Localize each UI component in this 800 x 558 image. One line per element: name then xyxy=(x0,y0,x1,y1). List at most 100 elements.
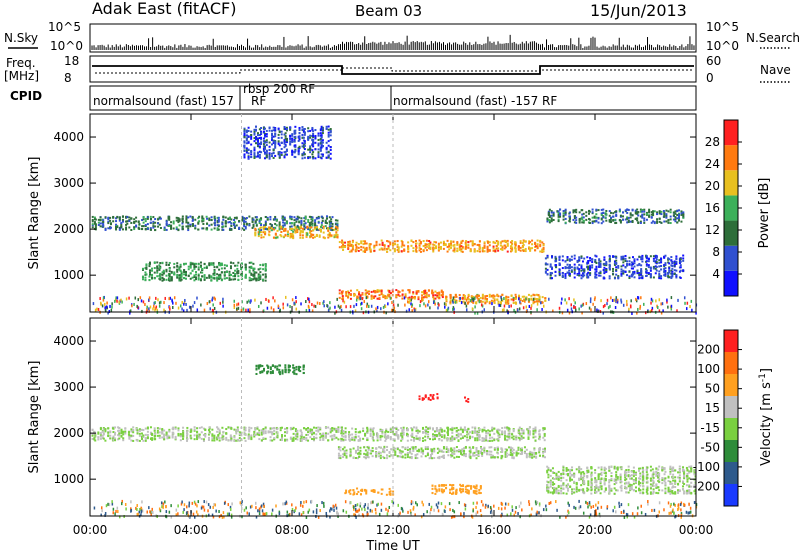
heatmap-cell xyxy=(159,279,161,281)
heatmap-cell xyxy=(680,221,682,223)
heatmap-cell xyxy=(168,297,170,300)
heatmap-cell xyxy=(360,240,362,242)
heatmap-cell xyxy=(109,430,111,432)
heatmap-cell xyxy=(531,240,533,242)
heatmap-cell xyxy=(292,298,294,301)
heatmap-cell xyxy=(180,266,182,268)
heatmap-cell xyxy=(145,437,147,439)
heatmap-cell xyxy=(277,436,279,438)
heatmap-cell xyxy=(243,437,245,439)
heatmap-cell xyxy=(201,268,203,270)
heatmap-cell xyxy=(633,271,635,273)
heatmap-cell xyxy=(680,261,682,263)
heatmap-cell xyxy=(291,218,293,220)
heatmap-cell xyxy=(595,277,597,279)
heatmap-cell xyxy=(126,220,128,222)
heatmap-cell xyxy=(182,228,184,230)
heatmap-cell xyxy=(632,220,634,222)
heatmap-cell xyxy=(312,142,314,144)
heatmap-cell xyxy=(234,273,236,275)
heatmap-cell xyxy=(668,271,670,273)
heatmap-cell xyxy=(274,135,276,137)
heatmap-cell xyxy=(680,277,682,279)
heatmap-cell xyxy=(304,153,306,155)
heatmap-cell xyxy=(342,249,344,251)
heatmap-cell xyxy=(603,277,605,279)
heatmap-cell xyxy=(224,278,226,280)
heatmap-cell xyxy=(342,244,344,246)
heatmap-cell xyxy=(356,296,358,298)
heatmap-cell xyxy=(118,433,120,435)
heatmap-cell xyxy=(684,296,686,299)
heatmap-cell xyxy=(443,241,445,243)
heatmap-cell xyxy=(186,309,188,312)
heatmap-cell xyxy=(379,244,381,246)
heatmap-cell xyxy=(511,298,513,300)
heatmap-cell xyxy=(214,274,216,276)
heatmap-cell xyxy=(664,264,666,266)
heatmap-cell xyxy=(530,307,532,310)
heatmap-cell xyxy=(513,302,515,304)
heatmap-cell xyxy=(277,428,279,430)
heatmap-cell xyxy=(682,260,684,262)
heatmap-cell xyxy=(136,305,138,308)
heatmap-cell xyxy=(337,234,339,236)
heatmap-cell xyxy=(318,154,320,156)
heatmap-cell xyxy=(628,308,630,311)
heatmap-cell xyxy=(185,278,187,280)
heatmap-cell xyxy=(330,218,332,220)
heatmap-cell xyxy=(273,437,275,439)
heatmap-cell xyxy=(559,273,561,275)
heatmap-cell xyxy=(122,219,124,221)
heatmap-cell xyxy=(653,258,655,260)
heatmap-cell xyxy=(316,229,318,231)
heatmap-cell xyxy=(614,299,616,302)
heatmap-cell xyxy=(298,152,300,154)
heatmap-cell xyxy=(555,266,557,268)
heatmap-cell xyxy=(680,212,682,214)
heatmap-cell xyxy=(505,296,507,298)
heatmap-cell xyxy=(189,216,191,218)
heatmap-cell xyxy=(236,308,238,311)
heatmap-cell xyxy=(104,428,106,430)
heatmap-cell xyxy=(244,147,246,149)
heatmap-cell xyxy=(203,440,205,442)
heatmap-cell xyxy=(551,255,553,257)
heatmap-cell xyxy=(171,276,173,278)
heatmap-cell xyxy=(676,222,678,224)
heatmap-cell xyxy=(280,226,282,228)
heatmap-cell xyxy=(210,307,212,310)
heatmap-cell xyxy=(435,245,437,247)
heatmap-cell xyxy=(366,247,368,249)
heatmap-cell xyxy=(566,301,568,304)
heatmap-cell xyxy=(318,148,320,150)
heatmap-cell xyxy=(254,434,256,436)
heatmap-cell xyxy=(443,244,445,246)
heatmap-cell xyxy=(154,222,156,224)
heatmap-cell xyxy=(221,267,223,269)
heatmap-cell xyxy=(169,273,171,275)
heatmap-cell xyxy=(163,273,165,275)
heatmap-cell xyxy=(118,301,120,304)
heatmap-cell xyxy=(256,225,258,227)
heatmap-cell xyxy=(248,156,250,158)
heatmap-cell xyxy=(230,225,232,227)
heatmap-cell xyxy=(574,269,576,271)
heatmap-cell xyxy=(670,222,672,224)
heatmap-cell xyxy=(271,155,273,157)
heatmap-cell xyxy=(255,272,257,274)
heatmap-cell xyxy=(284,217,286,219)
heatmap-cell xyxy=(185,221,187,223)
heatmap-cell xyxy=(321,224,323,226)
heatmap-cell xyxy=(368,290,370,292)
heatmap-cell xyxy=(224,271,226,273)
heatmap-cell xyxy=(253,154,255,156)
heatmap-cell xyxy=(204,263,206,265)
heatmap-cell xyxy=(169,270,171,272)
heatmap-cell xyxy=(151,437,153,439)
heatmap-cell xyxy=(640,272,642,274)
heatmap-cell xyxy=(100,432,102,434)
heatmap-cell xyxy=(166,220,168,222)
heatmap-cell xyxy=(394,243,396,245)
heatmap-cell xyxy=(330,128,332,130)
